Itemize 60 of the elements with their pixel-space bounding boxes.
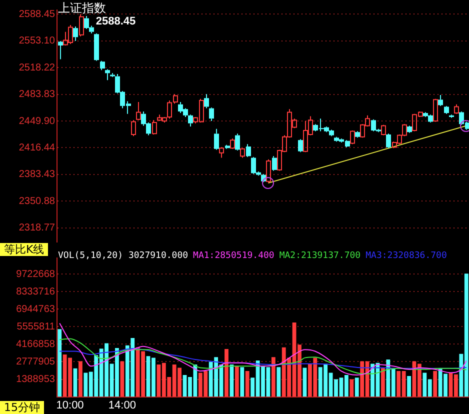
- text: MA2:2139137.700: [279, 251, 361, 261]
- bar: [354, 378, 359, 397]
- y-tick-label: 2518.22: [18, 62, 56, 74]
- y-tick-label: 2483.83: [18, 89, 56, 100]
- candlestick: [438, 94, 443, 106]
- text: MA3:2320836.700: [366, 251, 447, 261]
- bar: [240, 367, 244, 397]
- y-tick-label: 2350.88: [18, 196, 56, 207]
- y-tick-label: 2449.90: [18, 116, 56, 127]
- line-series: [59, 338, 467, 374]
- candlestick: [225, 144, 230, 150]
- candlestick: [188, 114, 193, 128]
- annotation: 2588.45: [96, 16, 136, 28]
- candlestick: [58, 40, 63, 60]
- y-tick-label: 5555811: [16, 321, 56, 332]
- y-tick-label: 2318.77: [18, 222, 56, 234]
- candlestick: [209, 107, 214, 122]
- bar: [224, 348, 228, 397]
- x-tick-label: 14:00: [108, 399, 136, 412]
- bar: [78, 361, 82, 397]
- candlestick: [235, 133, 240, 152]
- bar: [271, 357, 276, 397]
- bar: [120, 361, 124, 397]
- bar: [350, 379, 354, 397]
- candlestick: [204, 94, 209, 109]
- bar: [245, 371, 250, 397]
- candlestick: [272, 156, 277, 172]
- bar: [58, 329, 62, 397]
- candlestick: [444, 105, 449, 114]
- bar: [433, 371, 438, 397]
- bar: [276, 367, 281, 397]
- candlestick: [449, 114, 454, 118]
- candlestick: [73, 26, 78, 42]
- y-tick-label: 2588.45: [18, 8, 56, 20]
- candlestick: [136, 102, 141, 121]
- bar: [380, 368, 385, 397]
- y-tick-label: 1388953: [16, 374, 56, 386]
- y-tick-label: 2777905: [16, 356, 56, 368]
- y-tick-label: 2553.10: [18, 36, 56, 47]
- y-tick-label: 9722668: [16, 268, 56, 280]
- bar: [234, 366, 239, 397]
- text: MA1:2850519.400: [193, 251, 274, 261]
- candlestick: [214, 128, 219, 150]
- y-tick-label: 6944763: [16, 304, 56, 315]
- y-tick-label: 2383.43: [18, 169, 56, 180]
- candlestick: [105, 68, 110, 81]
- y-tick-label: 2416.44: [18, 142, 56, 154]
- candlestick: [407, 125, 412, 134]
- candlestick: [94, 32, 99, 62]
- y-tick-label: 4166858: [16, 338, 56, 350]
- x-tick-label: 10:00: [56, 399, 84, 412]
- text: 等比K线: [0, 243, 48, 256]
- chart-title: 上证指数: [58, 0, 106, 16]
- candlestick: [386, 133, 391, 149]
- line-series: [59, 322, 467, 376]
- bar: [407, 376, 411, 397]
- text: 15分钟: [0, 401, 44, 414]
- y-tick-label: 8333716: [16, 286, 56, 298]
- candlestick: [246, 144, 251, 158]
- chart-title: VOL(5,10,20) 3027910.000: [58, 251, 188, 261]
